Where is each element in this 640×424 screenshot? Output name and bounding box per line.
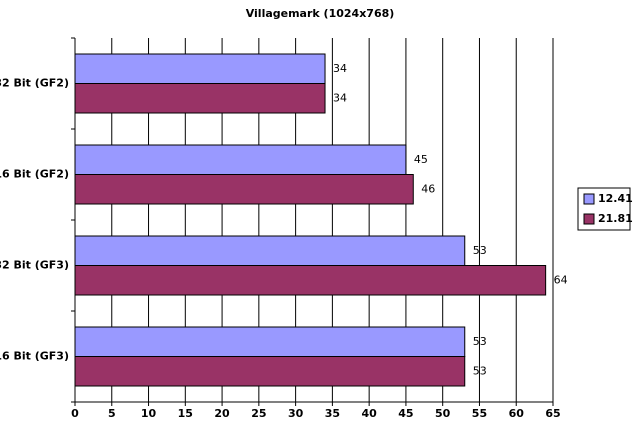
x-tick-label: 45 — [398, 407, 413, 420]
x-tick-label: 55 — [472, 407, 487, 420]
bar — [74, 83, 326, 114]
x-tick-label: 25 — [251, 407, 266, 420]
x-tick-label: 10 — [141, 407, 157, 420]
x-tick-label: 60 — [509, 407, 525, 420]
legend-label: 21.81 — [598, 212, 633, 225]
x-tick-label: 0 — [71, 407, 79, 420]
legend-swatch — [583, 213, 595, 225]
bar — [74, 235, 466, 266]
value-label: 34 — [333, 62, 347, 75]
legend-swatch — [583, 193, 595, 205]
value-label: 45 — [414, 153, 428, 166]
bar — [74, 144, 407, 175]
value-label: 53 — [473, 364, 487, 377]
value-label: 46 — [421, 182, 435, 195]
x-tick-label: 30 — [288, 407, 304, 420]
bar — [74, 326, 466, 357]
x-tick-label: 65 — [545, 407, 560, 420]
x-tick-label: 50 — [435, 407, 451, 420]
bar — [74, 356, 466, 387]
y-tick-label: 16 Bit (GF2) — [0, 168, 69, 181]
bar — [74, 265, 547, 296]
x-tick-label: 35 — [325, 407, 340, 420]
value-label: 34 — [333, 91, 347, 104]
y-tick-label: 32 Bit (GF2) — [0, 77, 69, 90]
value-label: 64 — [554, 273, 568, 286]
x-tick-label: 15 — [178, 407, 193, 420]
legend-label: 12.41 — [598, 192, 633, 205]
bar — [74, 174, 414, 205]
chart-title: Villagemark (1024x768) — [246, 7, 395, 20]
value-label: 53 — [473, 335, 487, 348]
bar — [74, 53, 326, 84]
value-label: 53 — [473, 244, 487, 257]
x-tick-label: 20 — [214, 407, 230, 420]
x-tick-label: 40 — [361, 407, 377, 420]
x-tick-label: 5 — [108, 407, 116, 420]
y-tick-label: 16 Bit (GF3) — [0, 350, 69, 363]
y-tick-label: 32 Bit (GF3) — [0, 259, 69, 272]
